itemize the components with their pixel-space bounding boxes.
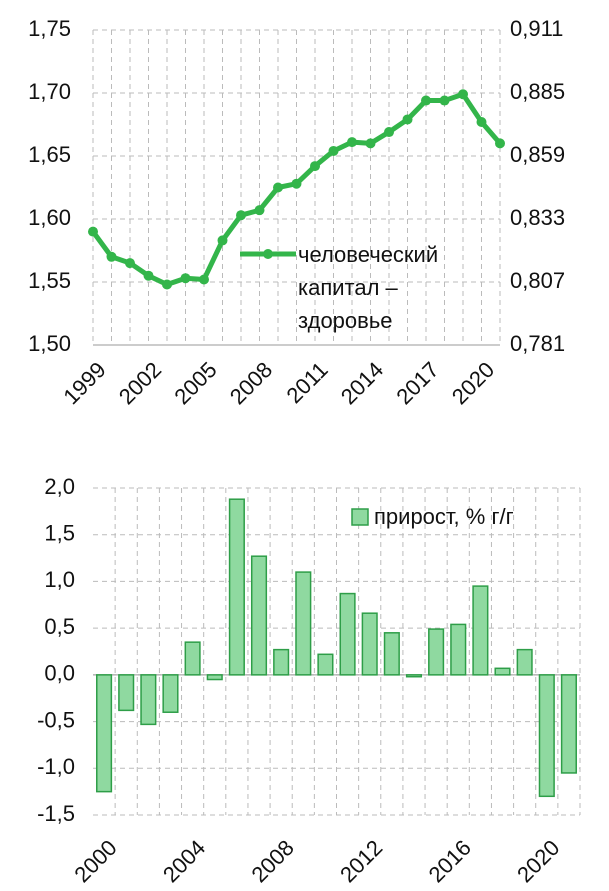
x-tick-label: 2016: [424, 835, 476, 887]
bar: [162, 674, 179, 713]
bar: [361, 612, 378, 676]
bar: [118, 674, 135, 712]
legend-swatch: [351, 508, 369, 526]
bar: [228, 498, 245, 676]
point: [384, 127, 394, 138]
point: [421, 95, 431, 106]
point: [217, 235, 228, 246]
x-tick-label: 2011: [282, 357, 333, 408]
bar: [250, 555, 268, 676]
point: [476, 116, 487, 127]
y-tick-label: 1,70: [28, 79, 71, 104]
point: [402, 114, 413, 125]
bar: [472, 585, 489, 676]
bar: [295, 571, 312, 676]
y2-tick-label: 0,833: [510, 205, 565, 230]
point: [199, 274, 209, 285]
bar: [428, 628, 445, 676]
y-tick-label: -0,5: [37, 707, 75, 732]
point: [365, 138, 376, 149]
y-tick-label: 1,5: [44, 521, 75, 546]
point: [273, 182, 283, 193]
bar: [494, 667, 511, 676]
y-tick-label: 1,50: [28, 331, 71, 356]
bar: [450, 623, 467, 676]
point: [439, 95, 450, 106]
y2-tick-label: 0,807: [510, 268, 565, 293]
legend-label: прирост, % г/г: [374, 504, 514, 529]
y-tick-label: 1,55: [28, 268, 71, 293]
bar: [184, 641, 201, 676]
bar: [339, 592, 356, 676]
x-tick-label: 2002: [114, 357, 166, 409]
bar: [383, 632, 400, 676]
x-tick-label: 2020: [512, 835, 564, 887]
y-tick-label: 1,75: [28, 16, 71, 41]
point: [88, 226, 98, 237]
legend-marker: [263, 249, 273, 259]
x-tick-label: 2017: [391, 357, 443, 409]
x-tick-label: 2005: [169, 357, 221, 409]
point: [458, 89, 468, 100]
bar: [516, 648, 533, 676]
x-tick-label: 2020: [447, 357, 499, 409]
bar: [96, 674, 113, 793]
point: [328, 145, 339, 156]
point: [236, 210, 246, 221]
y-tick-label: 0,5: [44, 614, 75, 639]
bar: [317, 653, 334, 676]
point: [291, 178, 302, 189]
point: [143, 270, 154, 281]
y2-tick-label: 0,911: [510, 16, 563, 41]
y2-tick-label: 0,885: [510, 79, 565, 104]
y2-tick-label: 0,859: [510, 142, 565, 167]
x-tick-label: 2004: [158, 835, 210, 887]
x-tick-label: 2014: [336, 357, 388, 409]
point: [162, 279, 172, 290]
point: [347, 137, 357, 148]
point: [254, 205, 265, 216]
legend-label: человеческий капитал – здоровье: [298, 242, 439, 333]
y-tick-label: 1,0: [44, 567, 75, 592]
point: [125, 258, 135, 269]
y2-tick-label: 0,781: [510, 331, 565, 356]
bar: [206, 674, 223, 681]
point: [495, 138, 505, 149]
y-tick-label: -1,5: [37, 801, 75, 826]
bar: [560, 674, 577, 774]
y-tick-label: 2,0: [44, 474, 75, 499]
x-tick-label: 2008: [225, 357, 277, 409]
bar: [140, 674, 157, 726]
bar: [538, 674, 555, 798]
x-tick-label: 2012: [335, 835, 387, 887]
bar: [405, 674, 423, 678]
y-tick-label: 0,0: [44, 661, 75, 686]
y-tick-label: 1,65: [28, 142, 71, 167]
point: [106, 251, 117, 262]
x-tick-label: 2008: [247, 835, 299, 887]
y-tick-label: 1,60: [28, 205, 71, 230]
x-tick-label: 1999: [58, 357, 110, 409]
x-tick-label: 2000: [69, 835, 121, 887]
point: [310, 161, 320, 172]
point: [180, 273, 191, 284]
bar: [273, 648, 290, 676]
y-tick-label: -1,0: [37, 754, 75, 779]
